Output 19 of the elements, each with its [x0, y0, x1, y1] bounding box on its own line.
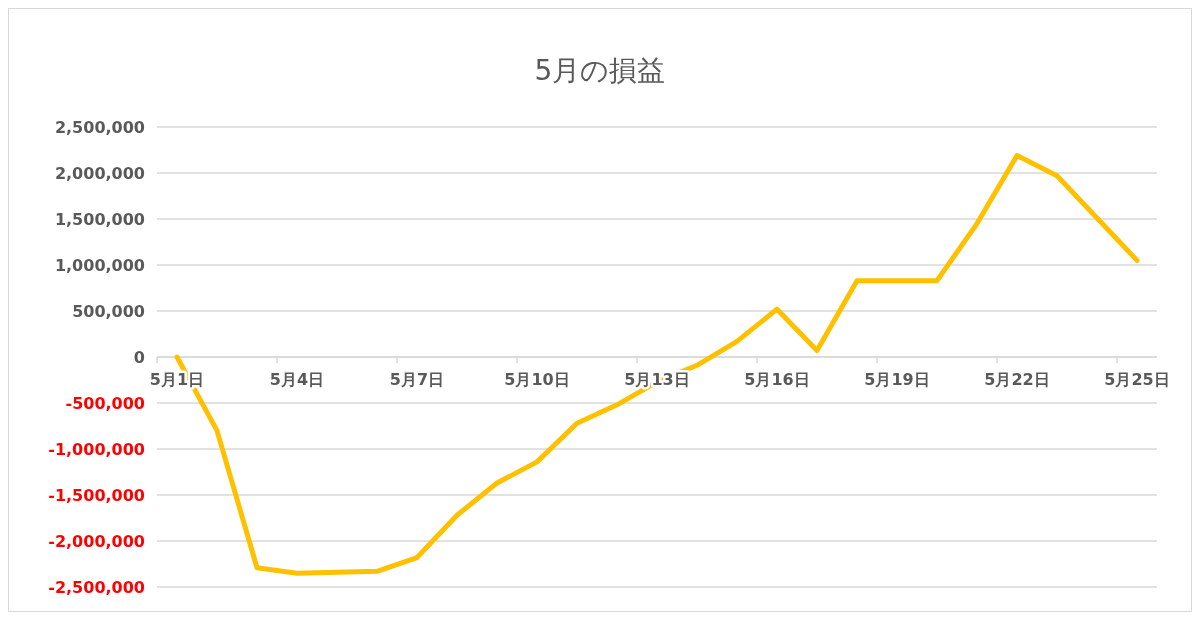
x-tick-label: 5月7日 — [389, 370, 445, 389]
y-tick-label: -1,500,000 — [48, 485, 145, 505]
x-tick-label: 5月19日 — [864, 370, 930, 389]
y-tick-label: -500,000 — [65, 393, 145, 413]
chart-title: 5月の損益 — [534, 54, 666, 87]
x-tick-label: 5月10日 — [504, 370, 570, 389]
y-tick-label: -1,000,000 — [48, 439, 145, 459]
y-tick-label: 500,000 — [72, 301, 145, 321]
x-tick-label: 5月22日 — [984, 370, 1050, 389]
y-tick-label: 2,500,000 — [54, 117, 145, 137]
y-tick-label: 1,000,000 — [54, 255, 145, 275]
y-tick-label: -2,000,000 — [48, 531, 145, 551]
x-tick-label: 5月4日 — [269, 370, 325, 389]
y-tick-label: 1,500,000 — [54, 209, 145, 229]
y-tick-label: 2,000,000 — [54, 163, 145, 183]
y-tick-label: -2,500,000 — [48, 577, 145, 597]
x-tick-label: 5月16日 — [744, 370, 810, 389]
x-tick-label: 5月25日 — [1104, 370, 1170, 389]
y-tick-label: 0 — [133, 347, 145, 367]
